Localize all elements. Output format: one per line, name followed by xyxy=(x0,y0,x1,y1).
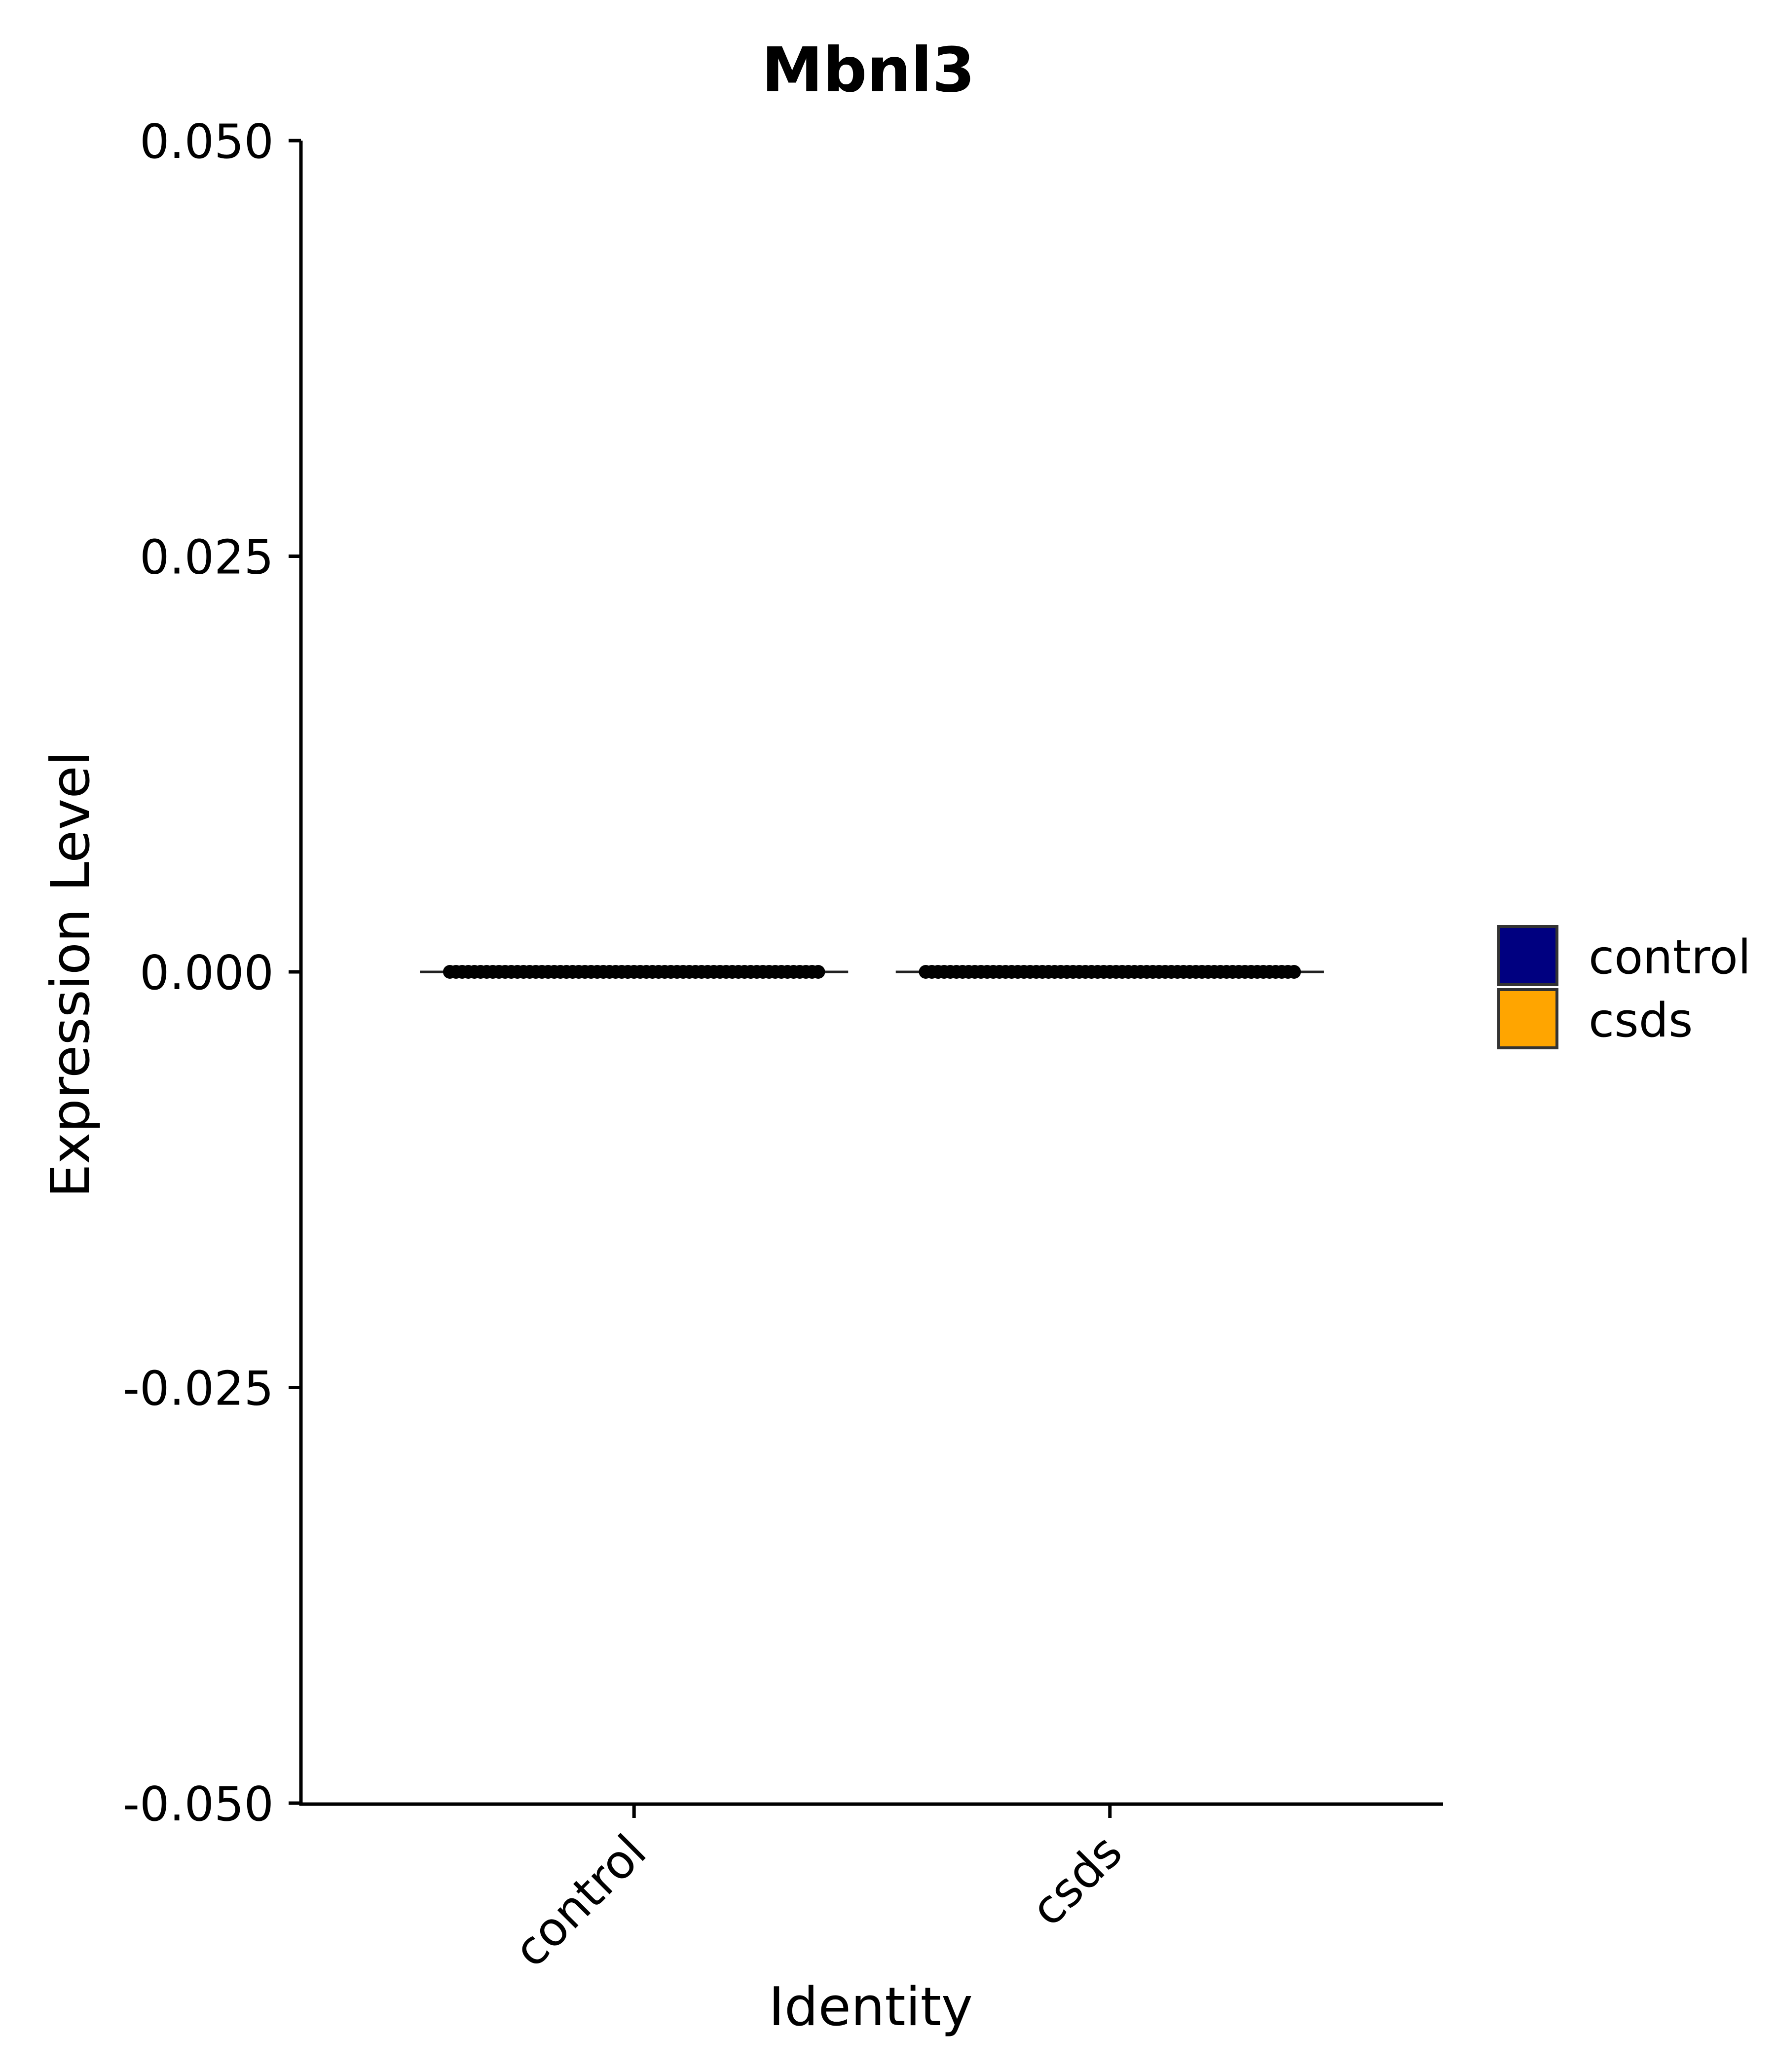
y-axis: 0.050 0.025 0.000 -0.025 -0.050 xyxy=(123,115,303,1832)
x-tick-label: csds xyxy=(1021,1824,1133,1936)
legend: control csds xyxy=(1497,925,1751,1049)
legend-swatch xyxy=(1497,988,1558,1049)
x-axis: control csds xyxy=(299,1802,1443,1978)
chart-title: Mbnl3 xyxy=(762,35,975,106)
x-ticks: control csds xyxy=(504,1806,1133,1978)
legend-label: csds xyxy=(1589,994,1693,1048)
legend-swatch xyxy=(1497,925,1558,986)
violin-group-csds xyxy=(895,965,1324,979)
violin-group-control xyxy=(420,965,849,979)
legend-label: control xyxy=(1589,930,1751,985)
y-tick-label: 0.050 xyxy=(140,115,274,169)
data-point xyxy=(811,965,825,979)
y-tick-label: 0.000 xyxy=(140,946,274,1000)
jitter-points xyxy=(443,965,825,979)
legend-item-control: control xyxy=(1497,925,1751,986)
y-tick-label: -0.025 xyxy=(123,1362,274,1416)
x-tick-label: control xyxy=(504,1824,657,1978)
y-ticks: 0.050 0.025 0.000 -0.025 -0.050 xyxy=(123,115,301,1832)
y-tick-label: -0.050 xyxy=(123,1777,274,1832)
jitter-points xyxy=(919,965,1301,979)
x-axis-label: Identity xyxy=(769,1976,973,2038)
y-tick-label: 0.025 xyxy=(140,531,274,585)
data-point xyxy=(1287,965,1301,979)
plot-area xyxy=(420,965,1324,979)
legend-item-csds: csds xyxy=(1497,988,1693,1049)
y-axis-label: Expression Level xyxy=(40,751,102,1198)
